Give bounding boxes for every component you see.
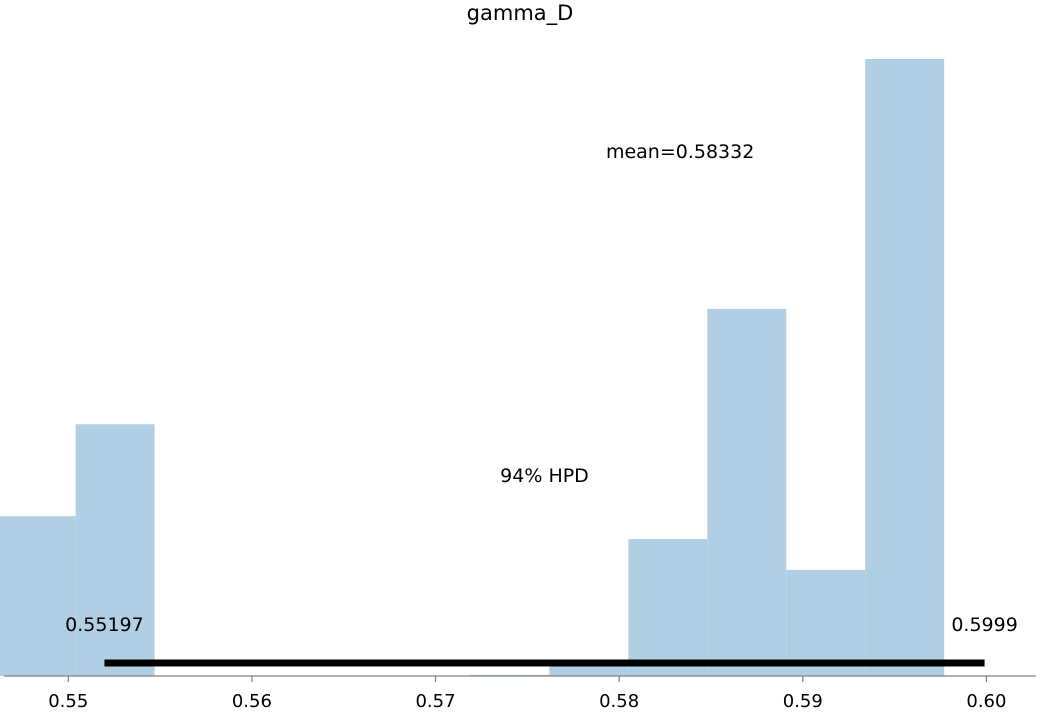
x-tick-label-1: 0.56 xyxy=(232,691,272,712)
histogram-bar-2 xyxy=(470,674,550,676)
x-tick-label-3: 0.58 xyxy=(599,691,639,712)
chart-title: gamma_D xyxy=(467,1,574,26)
x-tick-label-0: 0.55 xyxy=(48,691,88,712)
histogram-bars xyxy=(0,59,945,676)
histogram-bar-6 xyxy=(786,569,866,676)
x-tick-label-4: 0.59 xyxy=(783,691,823,712)
hpd-high-label: 0.5999 xyxy=(951,614,1017,636)
histogram-bar-5 xyxy=(707,308,787,676)
x-tick-label-5: 0.60 xyxy=(966,691,1006,712)
x-tick-label-2: 0.57 xyxy=(415,691,455,712)
histogram-bar-0 xyxy=(0,516,76,676)
histogram-bar-7 xyxy=(865,59,945,676)
histogram-bar-4 xyxy=(628,539,708,676)
histogram-bar-1 xyxy=(75,424,155,676)
x-axis-ticks: 0.55 0.56 0.57 0.58 0.59 0.60 xyxy=(48,676,1006,712)
hpd-low-label: 0.55197 xyxy=(65,614,144,636)
hpd-label: 94% HPD xyxy=(500,465,589,487)
mean-label: mean=0.58332 xyxy=(606,141,754,163)
